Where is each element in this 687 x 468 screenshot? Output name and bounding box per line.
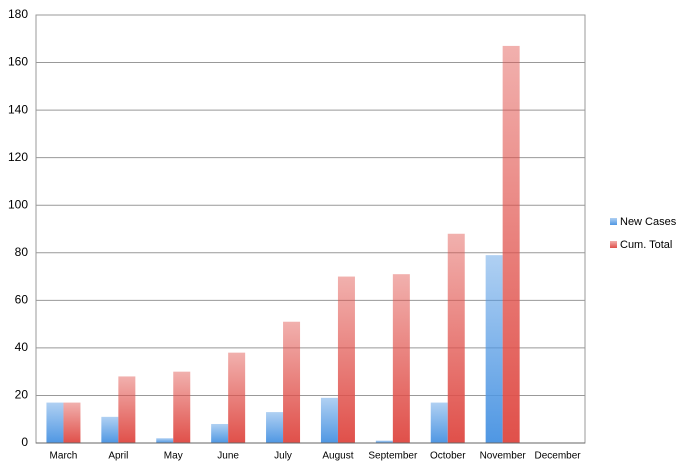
bar bbox=[485, 255, 503, 443]
x-tick-label: November bbox=[480, 451, 527, 462]
x-tick-label: August bbox=[322, 451, 353, 462]
y-tick-label: 0 bbox=[21, 435, 28, 449]
x-tick-label: May bbox=[164, 451, 183, 462]
bar bbox=[156, 438, 174, 443]
bar bbox=[211, 423, 229, 443]
x-tick-label: July bbox=[274, 451, 292, 462]
x-tick-label: October bbox=[430, 451, 466, 462]
bar bbox=[46, 402, 64, 443]
bar bbox=[63, 402, 81, 443]
x-tick-label: March bbox=[50, 451, 78, 462]
legend-label: Cum. Total bbox=[620, 239, 672, 251]
x-tick-label: September bbox=[368, 451, 418, 462]
y-tick-label: 160 bbox=[8, 55, 28, 69]
bar bbox=[266, 412, 284, 443]
y-tick-label: 100 bbox=[8, 197, 28, 211]
bar bbox=[118, 376, 136, 443]
bar bbox=[283, 321, 301, 443]
bar bbox=[101, 416, 119, 443]
bar bbox=[375, 440, 393, 443]
y-tick-label: 180 bbox=[8, 7, 28, 21]
legend-swatch bbox=[610, 218, 617, 225]
y-tick-label: 140 bbox=[8, 102, 28, 116]
bar bbox=[392, 274, 410, 443]
y-tick-label: 40 bbox=[15, 340, 29, 354]
bar bbox=[430, 402, 448, 443]
bar bbox=[228, 352, 246, 443]
y-tick-label: 120 bbox=[8, 150, 28, 164]
legend-swatch bbox=[610, 241, 617, 248]
bar bbox=[173, 371, 191, 443]
x-tick-label: December bbox=[534, 451, 581, 462]
bar bbox=[320, 397, 338, 443]
x-tick-label: June bbox=[217, 451, 239, 462]
bar bbox=[337, 276, 355, 443]
y-tick-label: 80 bbox=[15, 245, 29, 259]
bar bbox=[502, 45, 520, 444]
x-tick-label: April bbox=[108, 451, 128, 462]
y-tick-label: 60 bbox=[15, 293, 29, 307]
y-tick-label: 20 bbox=[15, 388, 29, 402]
legend-label: New Cases bbox=[620, 216, 677, 228]
bar bbox=[447, 233, 465, 443]
